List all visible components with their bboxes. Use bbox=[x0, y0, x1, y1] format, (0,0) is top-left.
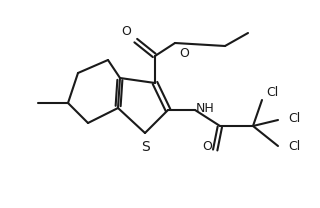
Text: Cl: Cl bbox=[288, 140, 300, 152]
Text: O: O bbox=[179, 47, 189, 60]
Text: O: O bbox=[121, 25, 131, 38]
Text: O: O bbox=[202, 140, 212, 153]
Text: S: S bbox=[142, 140, 150, 154]
Text: Cl: Cl bbox=[288, 111, 300, 125]
Text: NH: NH bbox=[196, 103, 215, 115]
Text: Cl: Cl bbox=[266, 85, 278, 99]
